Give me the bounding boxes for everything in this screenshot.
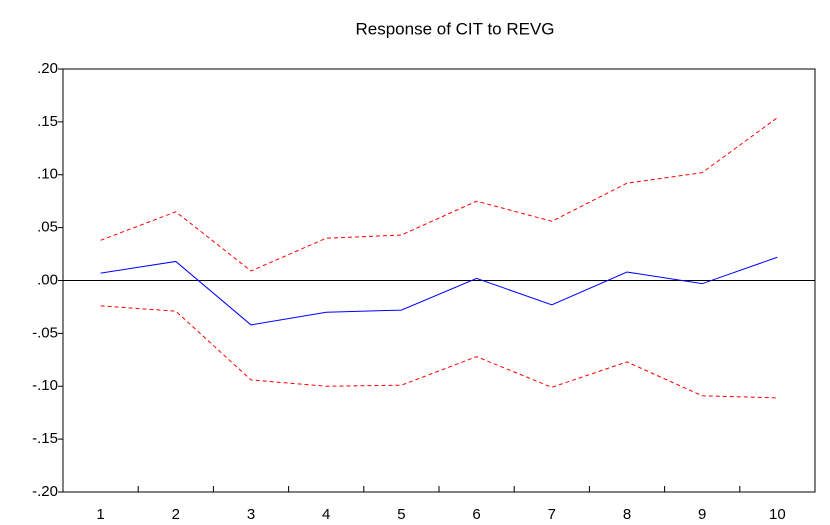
x-tick-label: 2 — [172, 506, 180, 523]
y-tick-label: -.10 — [32, 377, 58, 394]
x-tick-label: 1 — [96, 506, 104, 523]
chart-title: Response of CIT to REVG — [355, 19, 554, 38]
x-tick-label: 4 — [322, 506, 330, 523]
y-tick-label: .10 — [37, 166, 58, 183]
y-tick-label: -.15 — [32, 430, 58, 447]
x-tick-label: 10 — [769, 506, 786, 523]
series-line — [100, 305, 778, 399]
y-tick-label: -.20 — [32, 483, 58, 500]
y-tick-label: .05 — [37, 219, 58, 236]
y-tick-label: .00 — [37, 271, 58, 288]
x-tick-label: 6 — [472, 506, 480, 523]
series-line — [100, 117, 778, 272]
y-tick-label: .20 — [37, 60, 58, 77]
y-tick-label: -.05 — [32, 324, 58, 341]
x-tick-label: 9 — [698, 506, 706, 523]
x-tick-label: 7 — [548, 506, 556, 523]
x-tick-label: 5 — [397, 506, 405, 523]
x-tick-label: 3 — [247, 506, 255, 523]
y-tick-label: .15 — [37, 113, 58, 130]
series-line — [100, 256, 778, 326]
x-tick-label: 8 — [623, 506, 631, 523]
